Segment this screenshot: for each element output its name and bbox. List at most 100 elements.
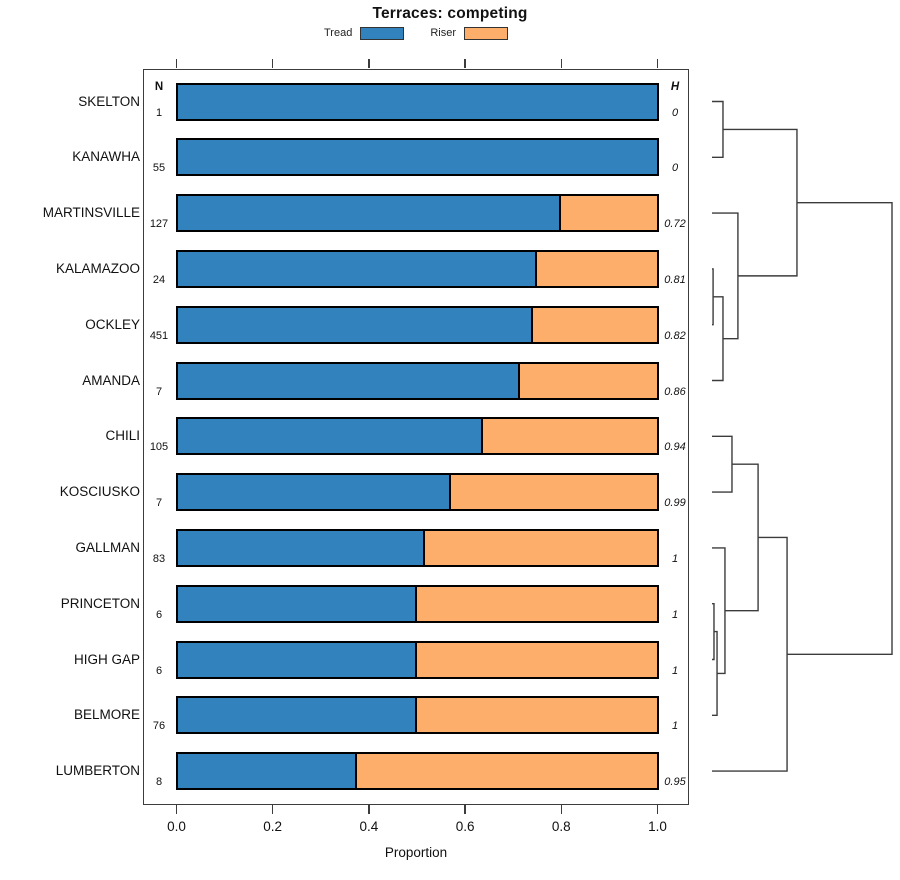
dendrogram-branch <box>722 128 798 277</box>
axis-tick <box>368 59 370 68</box>
bar-segment-tread <box>177 475 451 510</box>
n-value: 6 <box>155 664 163 677</box>
n-value: 83 <box>152 552 166 565</box>
x-axis-title: Proportion <box>384 845 448 860</box>
row-label: LUMBERTON <box>55 763 140 779</box>
bar-segment-tread <box>177 84 657 119</box>
h-value: 1 <box>671 720 679 733</box>
bar-amanda <box>175 361 659 400</box>
axis-tick <box>464 805 466 814</box>
h-value: 0.86 <box>664 385 686 398</box>
row-label: KANAWHA <box>72 149 140 165</box>
bar-martinsville <box>175 194 659 233</box>
bar-segment-tread <box>177 698 417 733</box>
h-value: 0.94 <box>664 441 686 454</box>
x-tick-label: 0.2 <box>263 819 283 834</box>
x-tick-label: 1.0 <box>648 819 667 834</box>
n-value: 7 <box>155 497 163 510</box>
dendrogram-branch <box>712 100 724 158</box>
row-label: SKELTON <box>78 93 140 109</box>
n-value: 76 <box>152 720 166 733</box>
bar-segment-tread <box>177 754 358 789</box>
row-label: CHILI <box>105 428 140 444</box>
bar-lumberton <box>175 752 659 791</box>
row-label: OCKLEY <box>85 316 140 332</box>
bar-gallman <box>175 528 659 567</box>
n-value: 127 <box>149 218 169 231</box>
h-value: 0.95 <box>664 776 686 789</box>
legend-swatch-tread-icon <box>360 26 405 40</box>
h-value: 0 <box>671 106 679 119</box>
h-value: 0.72 <box>664 218 686 231</box>
row-label: GALLMAN <box>75 539 140 555</box>
h-value: 0.82 <box>664 329 686 342</box>
h-value: 0.99 <box>664 497 686 510</box>
bar-ockley <box>175 305 659 344</box>
bar-segment-tread <box>177 419 484 454</box>
dendrogram-branch <box>712 435 733 493</box>
legend-item-tread: Tread <box>324 26 405 40</box>
row-label: PRINCETON <box>60 595 140 611</box>
bar-segment-tread <box>177 530 425 565</box>
x-tick-label: 0.0 <box>167 819 186 834</box>
dendrogram-branch <box>787 201 893 655</box>
h-value: 1 <box>671 664 679 677</box>
bar-kalamazoo <box>175 249 659 288</box>
x-tick-label: 0.8 <box>551 819 571 834</box>
n-value: 6 <box>155 608 163 621</box>
column-header-h: H <box>670 81 680 93</box>
legend-swatch-riser-icon <box>464 26 508 40</box>
axis-tick <box>464 59 466 68</box>
n-value: 451 <box>149 329 169 342</box>
dendrogram-branch <box>712 603 715 661</box>
axis-tick <box>560 805 563 814</box>
legend-item-riser: Riser <box>430 26 508 40</box>
h-value: 0 <box>671 162 679 175</box>
column-header-n: N <box>154 81 164 93</box>
axis-tick <box>271 805 274 814</box>
axis-tick <box>656 59 659 68</box>
dendrogram-branch <box>712 296 724 382</box>
bar-segment-tread <box>177 251 537 286</box>
bar-high-gap <box>175 640 659 679</box>
n-value: 55 <box>152 162 166 175</box>
axis-tick <box>175 59 178 68</box>
bar-segment-tread <box>177 307 534 342</box>
legend: Tread Riser <box>143 25 689 41</box>
dendrogram-branch <box>712 630 718 716</box>
row-label: AMANDA <box>82 372 140 388</box>
h-value: 0.81 <box>664 273 686 286</box>
dendrogram <box>712 100 893 772</box>
row-label: MARTINSVILLE <box>42 205 140 221</box>
bar-princeton <box>175 584 659 623</box>
n-value: 24 <box>152 273 166 286</box>
row-label: KALAMAZOO <box>55 260 140 276</box>
n-value: 105 <box>149 441 169 454</box>
axis-tick <box>560 59 563 68</box>
axis-tick <box>271 59 274 68</box>
bar-segment-tread <box>177 140 657 175</box>
dendrogram-branch <box>724 463 759 612</box>
bar-kosciusko <box>175 473 659 512</box>
axis-tick <box>368 805 370 814</box>
x-tick-label: 0.6 <box>455 819 475 834</box>
row-label: BELMORE <box>73 707 140 723</box>
axis-tick <box>175 805 178 814</box>
axis-tick <box>656 805 659 814</box>
legend-label-tread: Tread <box>324 27 353 39</box>
bar-segment-tread <box>177 196 561 231</box>
x-tick-label: 0.4 <box>359 819 379 834</box>
dendrogram-branch <box>712 536 788 772</box>
bar-kanawha <box>175 138 659 177</box>
bar-segment-tread <box>177 642 417 677</box>
chart-title: Terraces: competing <box>372 5 528 22</box>
dendrogram-branch <box>712 212 739 340</box>
row-label: KOSCIUSKO <box>59 484 140 500</box>
h-value: 1 <box>671 608 679 621</box>
bar-skelton <box>175 82 659 121</box>
n-value: 7 <box>155 385 163 398</box>
bar-segment-tread <box>177 363 520 398</box>
bar-segment-tread <box>177 586 417 621</box>
